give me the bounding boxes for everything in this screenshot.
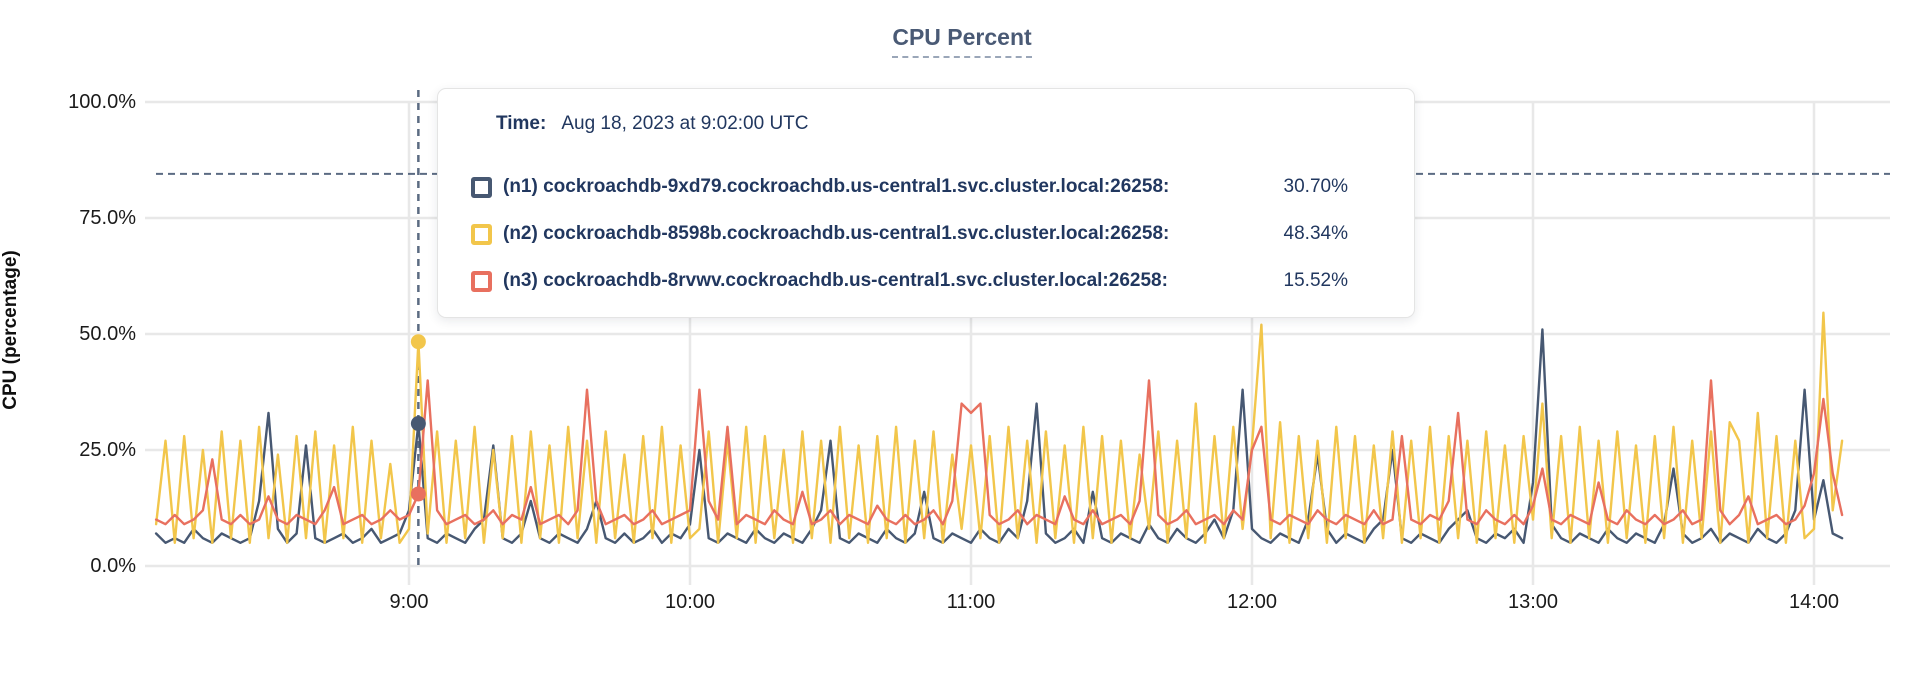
n1-legend-swatch-icon [471, 176, 492, 198]
hover-tooltip: Time: Aug 18, 2023 at 9:02:00 UTC (n1) co… [437, 88, 1415, 318]
tooltip-series-row: (n3) cockroachdb-8rvwv.cockroachdb.us-ce… [471, 268, 1348, 294]
y-axis-title: CPU (percentage) [0, 250, 21, 410]
chart-title: CPU Percent [892, 24, 1032, 58]
tooltip-time-label: Time: [496, 113, 547, 134]
n2-series-value: 48.34% [1283, 223, 1348, 244]
n2-series-label: (n2) cockroachdb-8598b.cockroachdb.us-ce… [503, 223, 1170, 244]
n3-series-label: (n3) cockroachdb-8rvwv.cockroachdb.us-ce… [503, 270, 1168, 291]
n3-legend-swatch-icon [471, 270, 492, 292]
n1-series-value: 30.70% [1283, 176, 1348, 197]
n2-legend-swatch-icon [471, 223, 492, 245]
tooltip-time-row: Time: Aug 18, 2023 at 9:02:00 UTC [496, 111, 1348, 137]
chart-title-wrap: CPU Percent [0, 24, 1924, 58]
tooltip-series-row: (n2) cockroachdb-8598b.cockroachdb.us-ce… [471, 221, 1348, 247]
n3-series-value: 15.52% [1283, 270, 1348, 291]
tooltip-series-row: (n1) cockroachdb-9xd79.cockroachdb.us-ce… [471, 174, 1348, 200]
tooltip-time-value: Aug 18, 2023 at 9:02:00 UTC [561, 113, 809, 134]
n1-series-label: (n1) cockroachdb-9xd79.cockroachdb.us-ce… [503, 176, 1170, 197]
